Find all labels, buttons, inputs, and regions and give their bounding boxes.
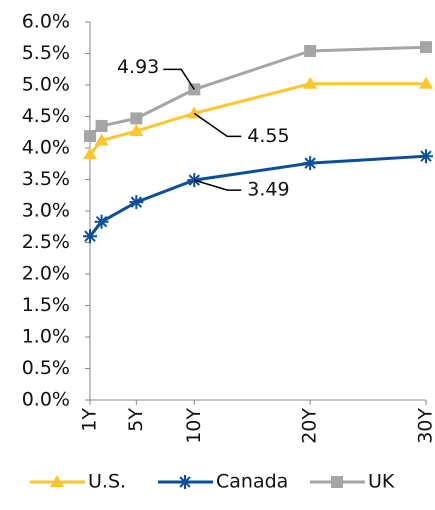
marker: [129, 195, 144, 210]
y-tick-label: 1.0%: [22, 326, 70, 348]
legend-marker: [178, 475, 192, 489]
y-tick-label: 2.5%: [22, 231, 70, 253]
legend-label: Canada: [216, 471, 288, 493]
leader-line: [193, 112, 242, 138]
marker: [304, 44, 317, 57]
marker: [94, 214, 109, 229]
data-label: 4.93: [117, 56, 159, 78]
marker: [303, 76, 318, 89]
legend-marker: [331, 476, 343, 488]
x-tick-label: 10Y: [183, 408, 205, 444]
marker: [303, 156, 318, 171]
marker: [419, 76, 433, 89]
marker: [94, 133, 109, 146]
data-label: 3.49: [247, 179, 289, 201]
y-tick-label: 2.0%: [22, 263, 70, 285]
leader-line: [194, 179, 242, 191]
y-tick-label: 4.5%: [22, 105, 70, 127]
y-tick-label: 0.0%: [22, 389, 70, 411]
data-label: 4.55: [247, 125, 289, 147]
y-tick-label: 6.0%: [22, 11, 70, 33]
marker: [130, 112, 143, 125]
marker: [83, 229, 97, 244]
x-tick-label: 5Y: [125, 408, 147, 432]
marker: [84, 130, 96, 143]
y-tick-label: 3.5%: [22, 168, 70, 190]
legend-marker: [50, 475, 64, 487]
y-tick-label: 5.5%: [22, 42, 70, 64]
marker: [420, 41, 432, 54]
leader-line: [163, 68, 195, 90]
y-tick-label: 0.5%: [22, 357, 70, 379]
x-tick-label: 1Y: [79, 408, 101, 432]
legend-label: UK: [368, 471, 395, 493]
x-tick-label: 30Y: [415, 408, 435, 444]
marker: [83, 147, 97, 160]
marker: [129, 123, 144, 136]
y-tick-label: 5.0%: [22, 74, 70, 96]
y-tick-label: 4.0%: [22, 137, 70, 159]
marker: [95, 119, 108, 132]
y-tick-label: 3.0%: [22, 200, 70, 222]
legend-label: U.S.: [88, 471, 126, 493]
x-tick-label: 20Y: [299, 408, 321, 444]
y-tick-label: 1.5%: [22, 294, 70, 316]
marker: [419, 149, 433, 164]
